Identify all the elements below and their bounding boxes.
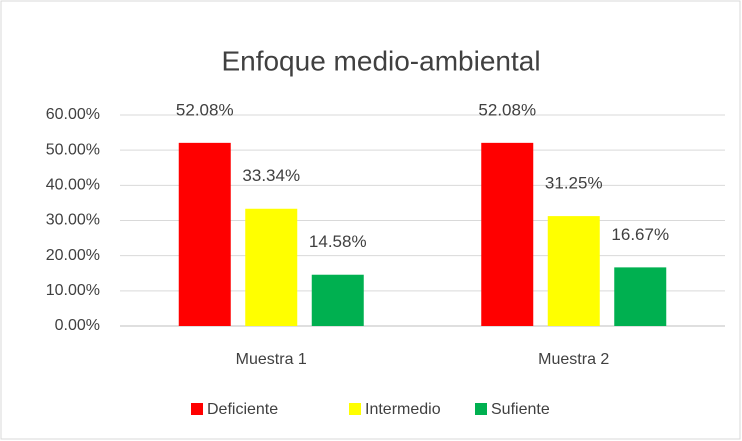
legend-label: Intermedio	[365, 401, 441, 418]
data-label: 52.08%	[176, 100, 234, 119]
y-tick-label: 60.00%	[46, 106, 100, 123]
legend-label: Deficiente	[207, 401, 278, 418]
y-tick-label: 0.00%	[55, 317, 100, 334]
legend-label: Sufiente	[491, 401, 550, 418]
bar	[481, 142, 534, 326]
x-tick-label: Muestra 2	[538, 351, 609, 368]
y-tick-label: 40.00%	[46, 177, 100, 194]
bar	[245, 208, 298, 326]
y-tick-label: 20.00%	[46, 247, 100, 264]
bar	[311, 274, 364, 326]
data-label: 33.34%	[242, 166, 300, 185]
data-label: 52.08%	[478, 100, 536, 119]
legend-swatch	[475, 403, 487, 415]
data-label: 14.58%	[309, 232, 367, 251]
y-tick-label: 10.00%	[46, 282, 100, 299]
y-tick-label: 50.00%	[46, 141, 100, 158]
bar	[178, 142, 231, 326]
x-tick-label: Muestra 1	[236, 351, 307, 368]
legend-swatch	[349, 403, 361, 415]
bar	[547, 216, 600, 326]
data-label: 16.67%	[611, 225, 669, 244]
y-tick-label: 30.00%	[46, 212, 100, 229]
bar	[614, 267, 667, 326]
chart-title: Enfoque medio-ambiental	[221, 45, 540, 76]
legend-swatch	[191, 403, 203, 415]
data-label: 31.25%	[545, 174, 603, 193]
